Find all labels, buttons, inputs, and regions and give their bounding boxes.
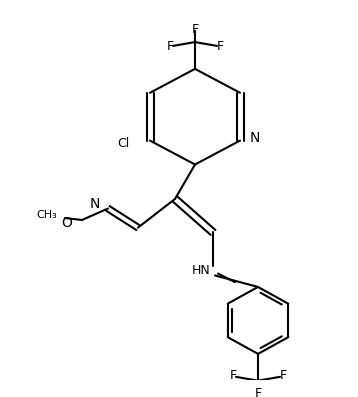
Text: F: F (229, 369, 237, 382)
Text: F: F (192, 23, 199, 36)
Text: HN: HN (192, 264, 211, 277)
Text: CH₃: CH₃ (36, 210, 57, 220)
Text: F: F (255, 387, 262, 397)
Text: F: F (166, 40, 174, 53)
Text: F: F (217, 40, 223, 53)
Text: N: N (250, 131, 260, 145)
Text: F: F (280, 369, 286, 382)
Text: Cl: Cl (118, 137, 130, 150)
Text: N: N (90, 197, 100, 211)
Text: O: O (61, 216, 72, 230)
